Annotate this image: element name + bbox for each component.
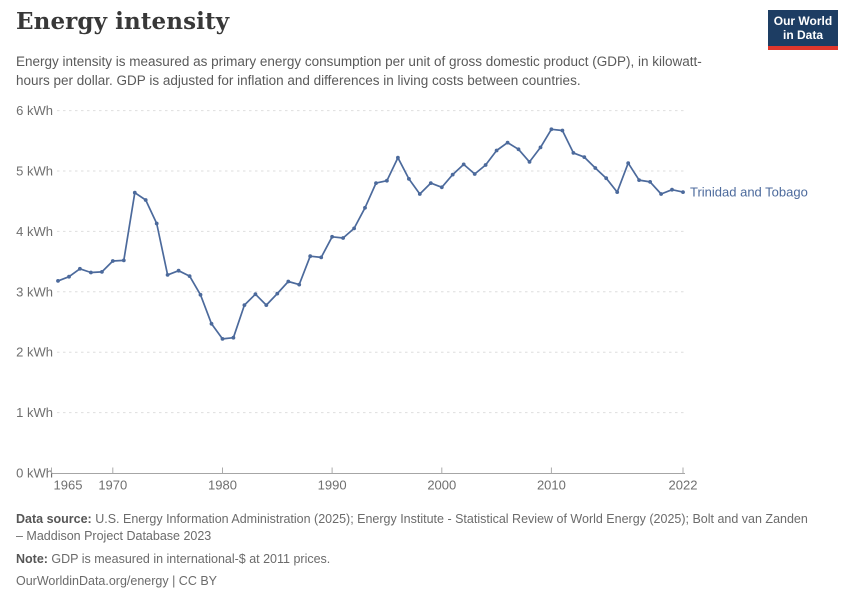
data-point[interactable] bbox=[659, 192, 663, 196]
data-point[interactable] bbox=[626, 161, 631, 166]
x-tick-label: 2010 bbox=[537, 478, 566, 493]
data-point[interactable] bbox=[56, 279, 60, 283]
data-point[interactable] bbox=[396, 155, 400, 160]
owid-logo-line2: in Data bbox=[782, 28, 823, 42]
data-point[interactable] bbox=[648, 180, 652, 184]
data-point[interactable] bbox=[571, 151, 576, 155]
data-point[interactable] bbox=[505, 140, 510, 145]
data-point[interactable] bbox=[483, 163, 488, 167]
data-point[interactable] bbox=[582, 155, 587, 160]
data-point[interactable] bbox=[604, 176, 609, 181]
data-point[interactable] bbox=[187, 274, 192, 278]
data-point[interactable] bbox=[231, 335, 236, 340]
data-point[interactable] bbox=[297, 282, 302, 287]
data-point[interactable] bbox=[461, 162, 466, 167]
x-tick-label: 1965 bbox=[54, 478, 83, 493]
data-point[interactable] bbox=[527, 160, 532, 164]
data-point[interactable] bbox=[374, 181, 378, 186]
data-point[interactable] bbox=[100, 270, 104, 274]
data-point[interactable] bbox=[319, 255, 324, 260]
data-point[interactable] bbox=[209, 321, 214, 326]
data-point[interactable] bbox=[121, 258, 126, 263]
data-point[interactable] bbox=[308, 254, 313, 259]
data-point[interactable] bbox=[242, 303, 247, 307]
data-line[interactable] bbox=[57, 128, 684, 340]
footer-link[interactable]: OurWorldinData.org/energy | CC BY bbox=[16, 573, 218, 588]
data-point[interactable] bbox=[407, 177, 411, 181]
data-point[interactable] bbox=[220, 337, 225, 341]
data-point[interactable] bbox=[67, 274, 71, 279]
data-point[interactable] bbox=[176, 268, 181, 273]
data-point[interactable] bbox=[494, 148, 499, 153]
y-tick-label: 6 kWh bbox=[16, 103, 53, 118]
data-point[interactable] bbox=[593, 166, 598, 170]
chart-subtitle: Energy intensity is measured as primary … bbox=[16, 54, 702, 89]
note-line: Note: GDP is measured in international-$… bbox=[16, 551, 816, 568]
data-point[interactable] bbox=[450, 172, 455, 177]
y-tick-label: 2 kWh bbox=[16, 345, 53, 360]
data-point[interactable] bbox=[352, 226, 356, 231]
data-point[interactable] bbox=[110, 259, 115, 263]
data-point[interactable] bbox=[417, 192, 422, 196]
data-source-label: Data source: bbox=[16, 512, 92, 526]
data-point[interactable] bbox=[165, 273, 170, 277]
y-tick-label: 0 kWh bbox=[16, 466, 53, 481]
footer: Data source: U.S. Energy Information Adm… bbox=[16, 511, 816, 590]
data-point[interactable] bbox=[143, 198, 148, 202]
y-tick-label: 5 kWh bbox=[16, 164, 53, 179]
x-tick-label: 2022 bbox=[669, 478, 698, 493]
data-point[interactable] bbox=[538, 145, 543, 150]
data-point[interactable] bbox=[198, 292, 203, 297]
data-point[interactable] bbox=[89, 270, 93, 275]
data-point[interactable] bbox=[341, 236, 345, 240]
data-point[interactable] bbox=[428, 181, 433, 186]
data-point[interactable] bbox=[286, 279, 291, 284]
owid-logo-line1: Our World bbox=[773, 13, 833, 28]
note-text: GDP is measured in international-$ at 20… bbox=[47, 551, 331, 566]
data-point[interactable] bbox=[439, 185, 444, 190]
data-point[interactable] bbox=[560, 128, 565, 133]
data-point[interactable] bbox=[154, 221, 159, 226]
data-point[interactable] bbox=[681, 190, 685, 195]
data-point[interactable] bbox=[275, 291, 280, 296]
data-point[interactable] bbox=[78, 266, 82, 271]
data-point[interactable] bbox=[472, 172, 477, 176]
x-tick-label: 2000 bbox=[427, 478, 456, 493]
owid-logo[interactable]: Our World in Data bbox=[768, 10, 838, 50]
data-point[interactable] bbox=[264, 303, 269, 307]
data-point[interactable] bbox=[385, 178, 389, 183]
note-label: Note: bbox=[16, 551, 48, 566]
data-point[interactable] bbox=[615, 190, 620, 195]
y-tick-label: 4 kWh bbox=[16, 224, 53, 239]
data-point[interactable] bbox=[330, 234, 334, 239]
data-point[interactable] bbox=[363, 205, 367, 210]
data-point[interactable] bbox=[637, 178, 641, 183]
y-tick-label: 3 kWh bbox=[16, 284, 53, 299]
x-tick-label: 1970 bbox=[98, 478, 127, 493]
data-point[interactable] bbox=[516, 147, 521, 152]
chart-title: Energy intensity bbox=[16, 8, 230, 35]
data-point[interactable] bbox=[253, 292, 258, 297]
x-tick-label: 1990 bbox=[318, 478, 347, 493]
data-point[interactable] bbox=[549, 127, 554, 132]
data-source-line: Data source: U.S. Energy Information Adm… bbox=[16, 511, 816, 546]
y-tick-label: 1 kWh bbox=[16, 405, 53, 420]
data-source-text: U.S. Energy Information Administration (… bbox=[16, 512, 812, 544]
data-point[interactable] bbox=[132, 190, 137, 195]
entity-label[interactable]: Trinidad and Tobago bbox=[690, 185, 808, 200]
data-point[interactable] bbox=[670, 187, 674, 192]
x-tick-label: 1980 bbox=[208, 478, 237, 493]
